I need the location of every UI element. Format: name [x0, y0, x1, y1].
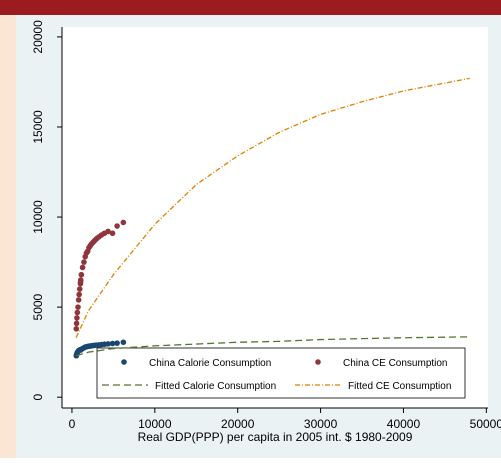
y-tick-label: 0 [31, 394, 45, 401]
legend-label: Fitted Calorie Consumption [155, 381, 276, 392]
point [114, 340, 120, 346]
x-tick-label: 10000 [138, 417, 172, 431]
plot-area [62, 27, 488, 408]
legend-label: China CE Consumption [343, 358, 448, 369]
x-tick-label: 50000 [470, 417, 501, 431]
y-tick-label: 10000 [31, 200, 45, 234]
point [109, 230, 116, 237]
legend-label: Fitted CE Consumption [348, 381, 451, 392]
point [105, 341, 111, 347]
point [76, 291, 82, 298]
y-tick-label: 15000 [31, 110, 45, 144]
x-tick-label: 20000 [221, 417, 255, 431]
point [76, 286, 83, 292]
point [109, 340, 116, 347]
legend [96, 347, 466, 399]
legend-marker [121, 359, 127, 365]
point [114, 223, 120, 229]
legend-marker [315, 359, 321, 365]
point [77, 277, 84, 283]
y-tick-label: 5000 [31, 293, 45, 320]
point [81, 259, 87, 265]
point [105, 228, 111, 235]
point [74, 309, 81, 316]
y-tick-label: 20000 [31, 20, 45, 54]
fitted-line [75, 336, 470, 357]
point [79, 264, 86, 271]
point [75, 304, 81, 310]
point [73, 320, 80, 327]
x-tick-label: 40000 [387, 417, 421, 431]
point [78, 271, 85, 278]
point [120, 219, 127, 226]
side-strip [0, 15, 16, 458]
point [75, 297, 82, 303]
x-tick-label: 30000 [304, 417, 338, 431]
legend-label: China Calorie Consumption [149, 358, 271, 369]
header-bar [0, 0, 501, 15]
point [73, 325, 80, 332]
x-tick-label: 0 [69, 417, 76, 431]
point [74, 315, 80, 321]
point [120, 339, 127, 346]
x-axis-title: Real GDP(PPP) per capita in 2005 int. $ … [138, 430, 413, 444]
